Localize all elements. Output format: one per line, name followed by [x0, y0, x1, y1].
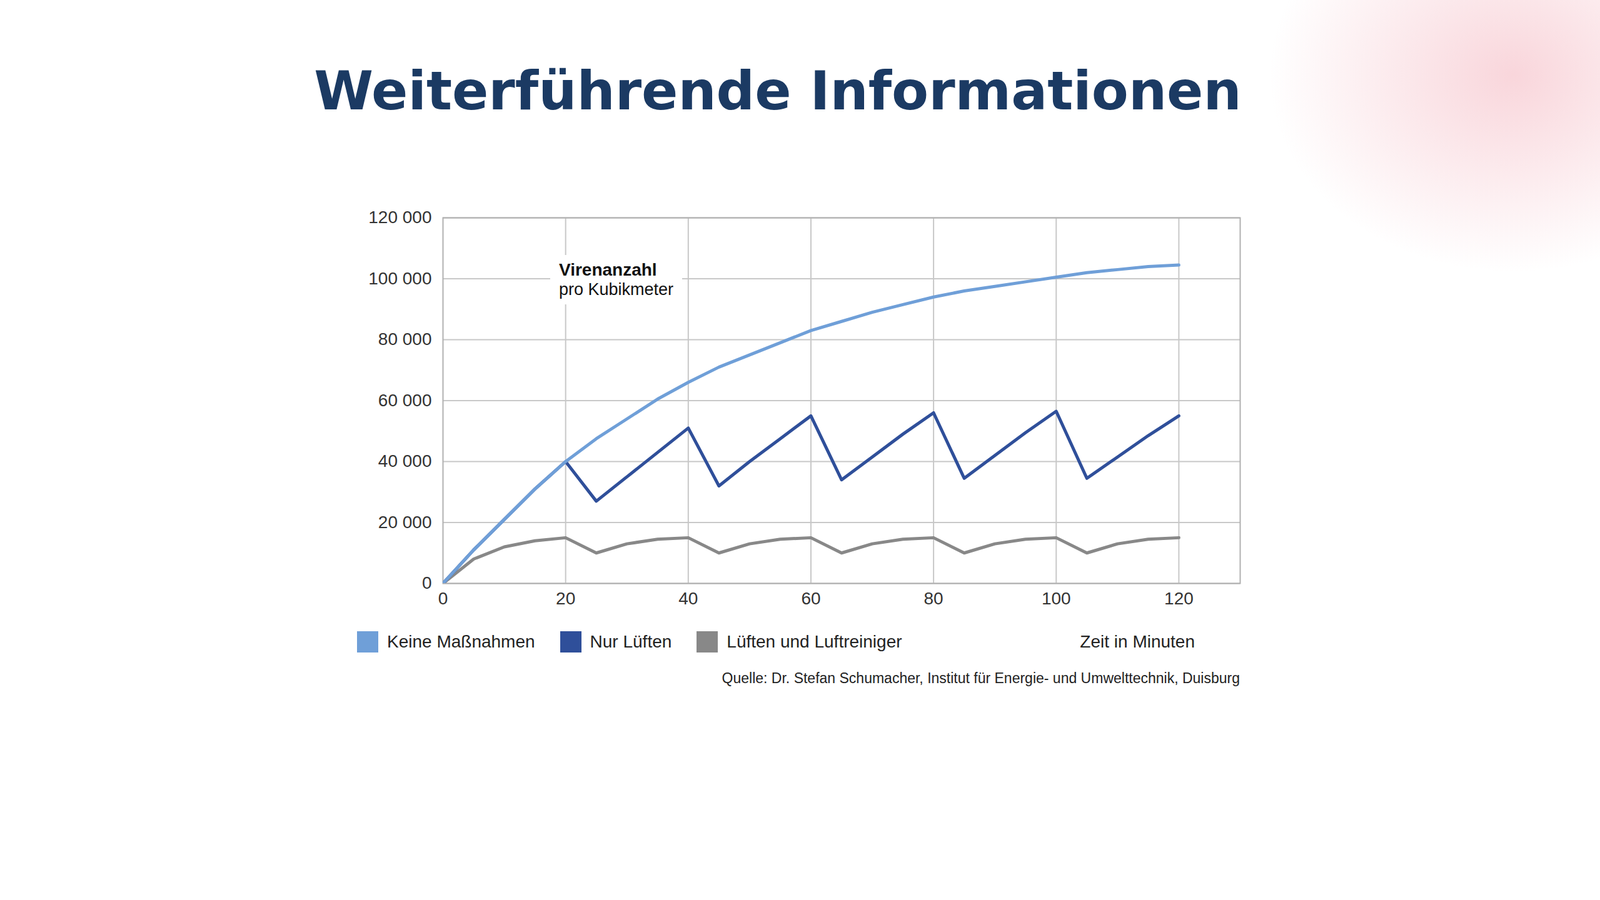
- svg-text:0: 0: [422, 573, 433, 593]
- svg-text:0: 0: [438, 588, 449, 609]
- svg-text:60: 60: [800, 588, 821, 609]
- svg-text:40: 40: [678, 588, 698, 609]
- svg-text:80: 80: [924, 588, 944, 609]
- svg-text:100: 100: [1041, 588, 1072, 609]
- html-text:Lüften und Luftreiniger: Lüften und Luftreiniger: [726, 632, 902, 652]
- html-text:Quelle: Dr. Stefan Schumacher,: Quelle: Dr. Stefan Schumacher, Institut …: [721, 670, 1240, 687]
- html-text:Keine Maßnahmen: Keine Maßnahmen: [387, 632, 535, 652]
- html-text:Zeit in Minuten: Zeit in Minuten: [1080, 632, 1195, 652]
- svg-text:40 000: 40 000: [378, 451, 433, 471]
- svg-text:80 000: 80 000: [378, 329, 433, 349]
- html-text:Weiterführende Informationen: Weiterführende Informationen: [314, 59, 1242, 122]
- svg-text:120 000: 120 000: [368, 207, 432, 227]
- svg-text:100 000: 100 000: [368, 268, 432, 289]
- svg-text:120: 120: [1164, 588, 1194, 609]
- html-text:Nur Lüften: Nur Lüften: [589, 632, 672, 652]
- html-text:pro Kubikmeter: pro Kubikmeter: [558, 280, 674, 299]
- html-text:Virenanzahl: Virenanzahl: [558, 260, 657, 280]
- svg-text:60 000: 60 000: [378, 390, 433, 411]
- svg-text:20: 20: [555, 588, 576, 609]
- svg-text:20 000: 20 000: [378, 512, 433, 533]
